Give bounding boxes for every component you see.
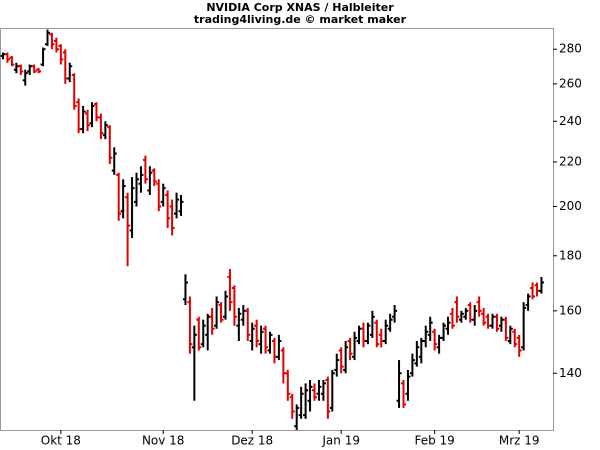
y-tick-label: 200 [559, 199, 582, 213]
chart-title: NVIDIA Corp XNAS / Halbleiter [206, 1, 394, 14]
x-tick-label: Feb 19 [414, 434, 454, 448]
x-tick-label: Okt 18 [41, 434, 81, 448]
x-tick-label: Mrz 19 [499, 434, 540, 448]
y-tick-label: 160 [559, 303, 582, 317]
x-tick-label: Nov 18 [142, 434, 185, 448]
plot-frame [0, 28, 554, 431]
y-tick-label: 140 [559, 366, 582, 380]
y-tick-label: 260 [559, 76, 582, 90]
x-tick-label: Dez 18 [231, 434, 273, 448]
chart-subtitle: trading4living.de © market maker [194, 13, 407, 26]
y-tick-label: 180 [559, 248, 582, 262]
y-tick-label: 220 [559, 154, 582, 168]
y-tick-label: 240 [559, 114, 582, 128]
y-tick-label: 280 [559, 42, 582, 56]
x-tick-label: Jan 19 [321, 434, 360, 448]
